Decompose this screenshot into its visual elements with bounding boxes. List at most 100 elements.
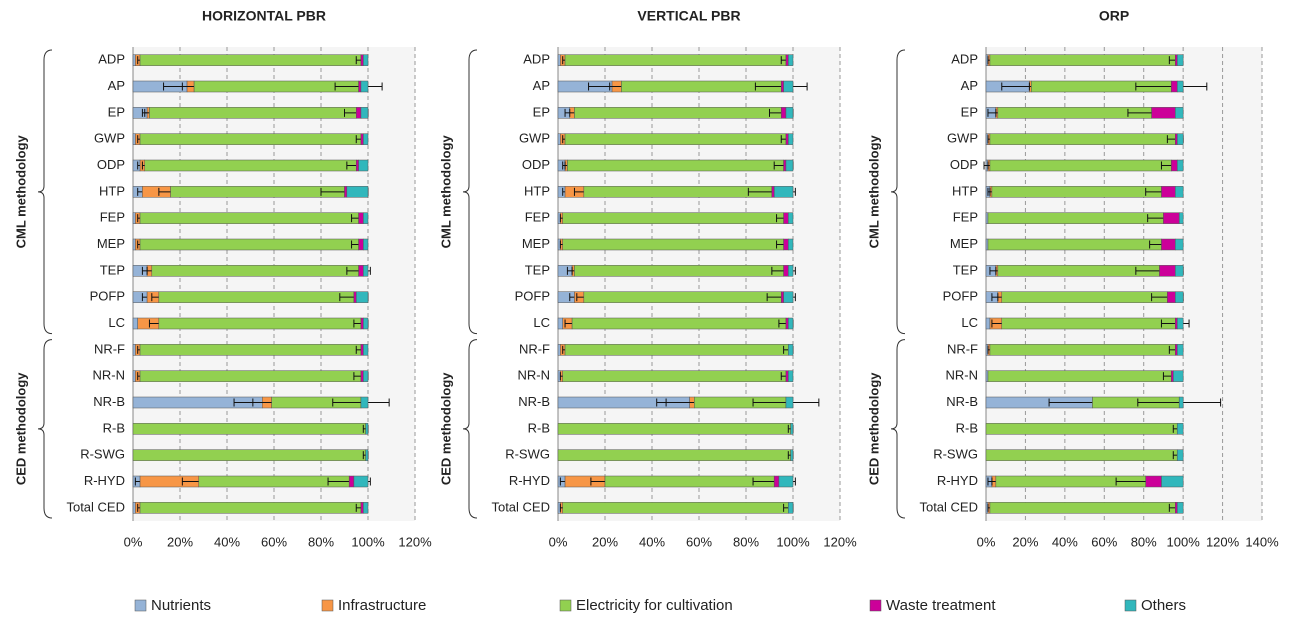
bar-segment	[985, 370, 989, 382]
bar-segment	[783, 238, 789, 251]
bar-segment	[363, 265, 369, 277]
bar-segment	[1159, 265, 1176, 277]
x-tick-label: 0%	[124, 534, 143, 549]
bar-segment	[356, 159, 359, 172]
bar-segment	[985, 317, 991, 330]
bar-segment	[139, 238, 359, 251]
y-tick-label: EP	[961, 104, 978, 119]
bar-segment	[139, 502, 362, 514]
bar-segment	[574, 107, 782, 119]
bar-segment	[132, 344, 136, 356]
bar-segment	[1161, 186, 1176, 198]
y-tick-label: ADP	[951, 52, 978, 67]
bar-segment	[987, 212, 1164, 224]
y-tick-label: Total CED	[66, 499, 125, 514]
y-tick-label: POFP	[515, 289, 550, 304]
y-tick-label: ODP	[522, 157, 550, 172]
bar-segment	[139, 133, 362, 145]
bar-segment	[788, 238, 794, 251]
bar-segment	[363, 212, 369, 224]
bar-segment	[353, 475, 369, 488]
y-tick-label: EP	[108, 104, 125, 119]
bar-segment	[773, 475, 780, 488]
x-tick-label: 100%	[1167, 534, 1201, 549]
legend-swatch	[559, 599, 572, 612]
y-tick-label: LC	[533, 315, 550, 330]
bar-segment	[1176, 449, 1184, 461]
bar-segment	[1176, 80, 1184, 93]
bar-segment	[1175, 317, 1178, 330]
y-tick-label: POFP	[90, 289, 125, 304]
bar-segment	[557, 449, 791, 461]
bar-segment	[139, 344, 362, 356]
bar-segment	[1176, 54, 1184, 66]
bar-segment	[363, 238, 369, 251]
plot-area	[986, 47, 1262, 521]
bar-segment	[1175, 265, 1184, 277]
bar-segment	[771, 186, 775, 198]
bar-segment	[358, 238, 364, 251]
bar-segment	[564, 344, 789, 356]
bar-segment	[360, 344, 364, 356]
x-tick-label: 100%	[776, 534, 810, 549]
bar-segment	[788, 212, 794, 224]
x-tick-label: 60%	[1091, 534, 1117, 549]
y-tick-label: NR-F	[947, 341, 978, 356]
bar-segment	[557, 423, 791, 435]
bar-segment	[365, 449, 369, 461]
bar-segment	[1175, 291, 1184, 303]
y-tick-label: AP	[533, 78, 550, 93]
bar-segment	[604, 475, 775, 488]
bar-segment	[151, 265, 359, 277]
bar-segment	[989, 502, 1176, 514]
bar-segment	[1151, 107, 1176, 119]
legend-swatch	[1124, 599, 1137, 612]
bar-segment	[785, 317, 789, 330]
bar-segment	[1145, 475, 1162, 488]
bar-segment	[360, 370, 364, 382]
bar-segment	[788, 344, 794, 356]
bar-segment	[356, 107, 362, 119]
bar-segment	[1176, 133, 1184, 145]
bar-segment	[363, 133, 369, 145]
y-tick-label: R-B	[956, 420, 978, 435]
bar-segment	[989, 133, 1176, 145]
bar-segment	[1167, 291, 1176, 303]
bar-segment	[583, 186, 773, 198]
y-tick-label: NR-F	[94, 341, 125, 356]
legend-swatch	[321, 599, 334, 612]
brace	[462, 49, 478, 335]
bar-segment	[132, 502, 136, 514]
bar-segment	[358, 80, 362, 93]
bar-segment	[788, 54, 794, 66]
bar-segment	[564, 133, 787, 145]
bar-segment	[1173, 370, 1184, 382]
y-tick-label: FEP	[525, 210, 550, 225]
bar-segment	[788, 265, 794, 277]
x-tick-label: 120%	[823, 534, 857, 549]
bar-segment	[344, 186, 348, 198]
bar-segment	[583, 291, 782, 303]
bar-segment	[790, 423, 794, 435]
x-tick-label: 0%	[549, 534, 568, 549]
bar-segment	[360, 80, 369, 93]
x-tick-label: 40%	[1052, 534, 1078, 549]
legend-label: Infrastructure	[338, 597, 426, 614]
y-tick-label: HTP	[99, 183, 125, 198]
y-tick-label: GWP	[947, 131, 978, 146]
bar-segment	[346, 186, 369, 198]
bar-segment	[1175, 238, 1184, 251]
y-tick-label: GWP	[94, 131, 125, 146]
bar-segment	[170, 186, 345, 198]
y-tick-label: NR-N	[93, 368, 126, 383]
y-tick-label: NR-N	[946, 368, 979, 383]
bar-segment	[785, 159, 794, 172]
chart-title: HORIZONTAL PBR	[202, 8, 326, 24]
bar-segment	[363, 344, 369, 356]
chart-title: ORP	[1099, 8, 1129, 24]
legend-label: Electricity for cultivation	[576, 597, 733, 614]
x-tick-label: 20%	[167, 534, 193, 549]
brace	[890, 339, 906, 519]
y-tick-label: HTP	[524, 183, 550, 198]
bar-segment	[1176, 423, 1184, 435]
